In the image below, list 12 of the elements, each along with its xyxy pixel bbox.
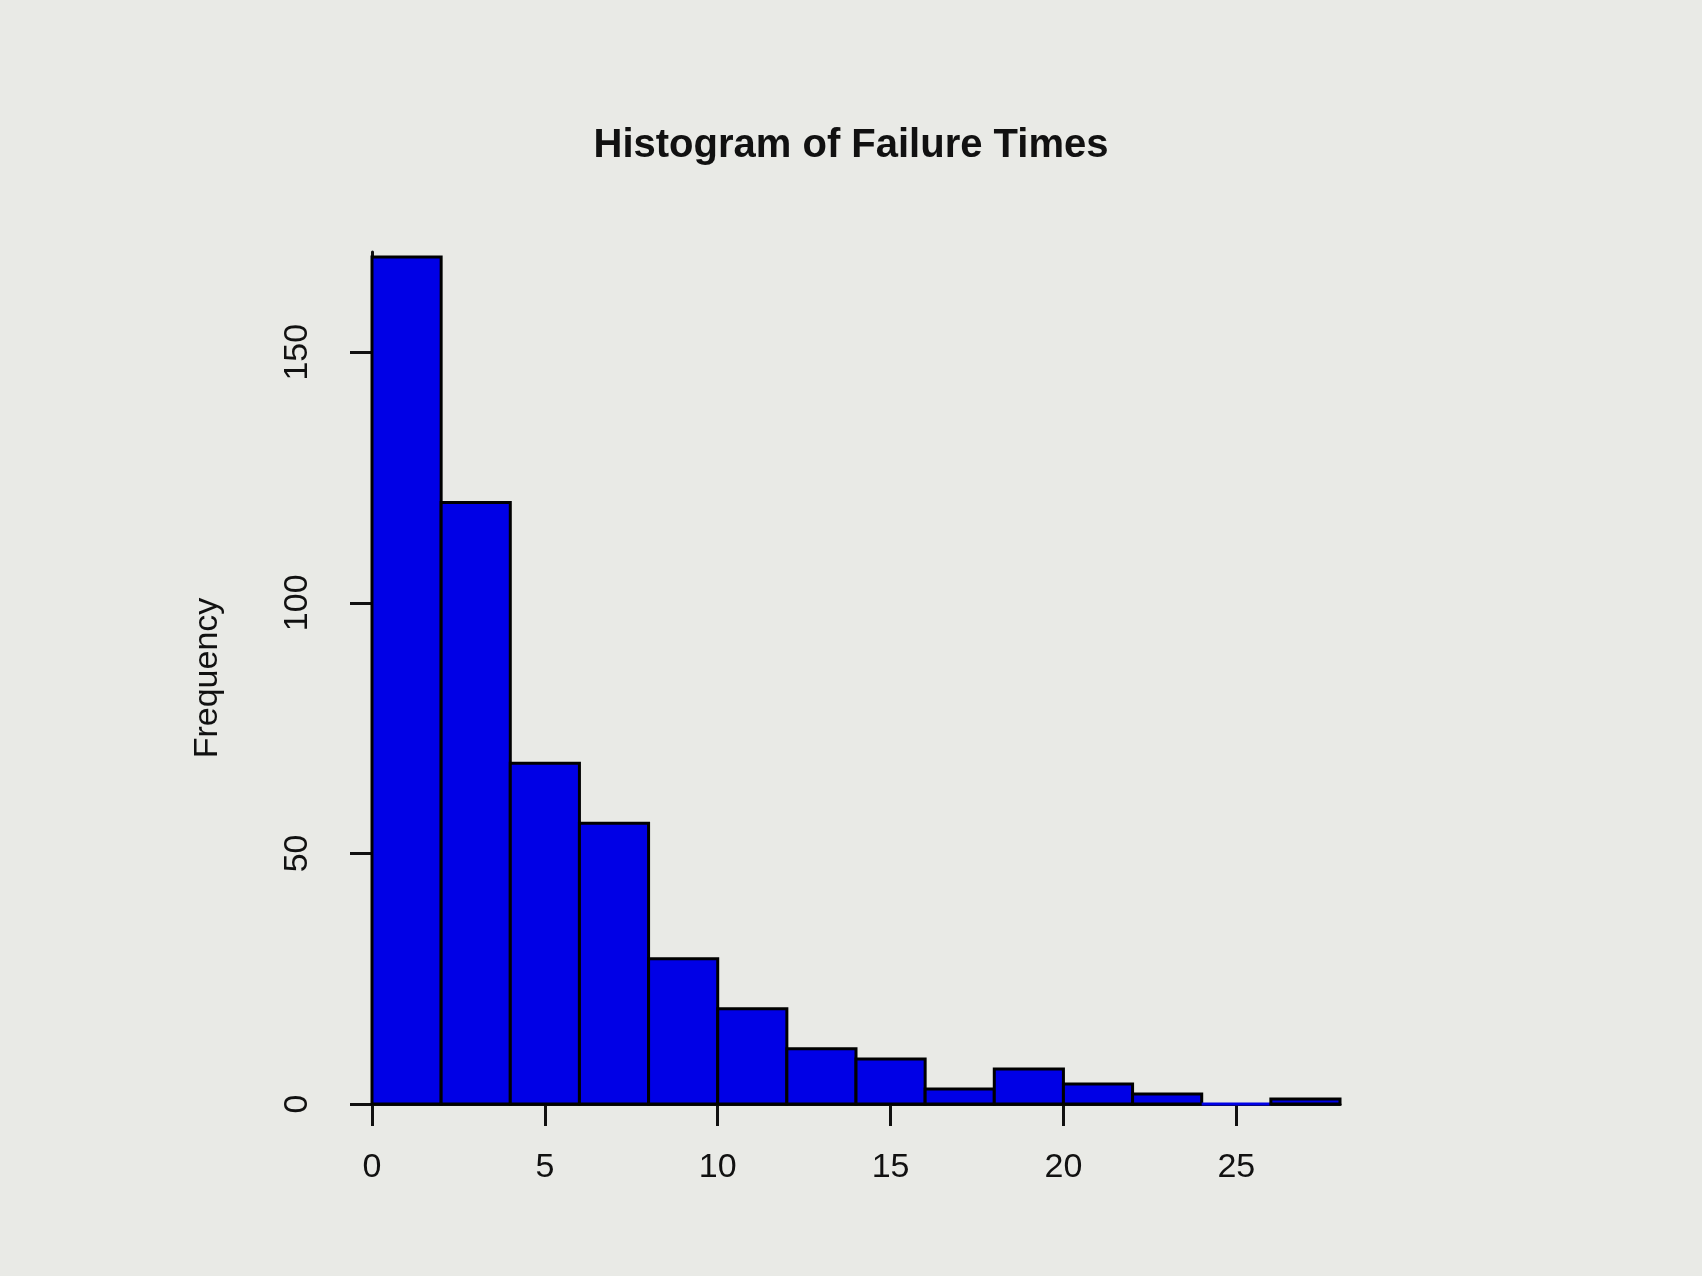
y-tick-label: 150 (276, 323, 314, 381)
x-tick-label: 20 (1044, 1146, 1083, 1184)
y-tick-label: 50 (276, 834, 314, 873)
x-tick-label: 10 (698, 1146, 737, 1184)
y-tick-label: 0 (276, 1094, 314, 1114)
y-tick-label: 100 (276, 574, 314, 632)
x-tick-label: 5 (535, 1146, 555, 1184)
y-axis-title: Frequency (186, 597, 224, 759)
x-tick-label: 25 (1217, 1146, 1256, 1184)
chart-title: Histogram of Failure Times (593, 121, 1109, 165)
x-tick-label: 15 (871, 1146, 910, 1184)
x-tick-label: 0 (362, 1146, 382, 1184)
